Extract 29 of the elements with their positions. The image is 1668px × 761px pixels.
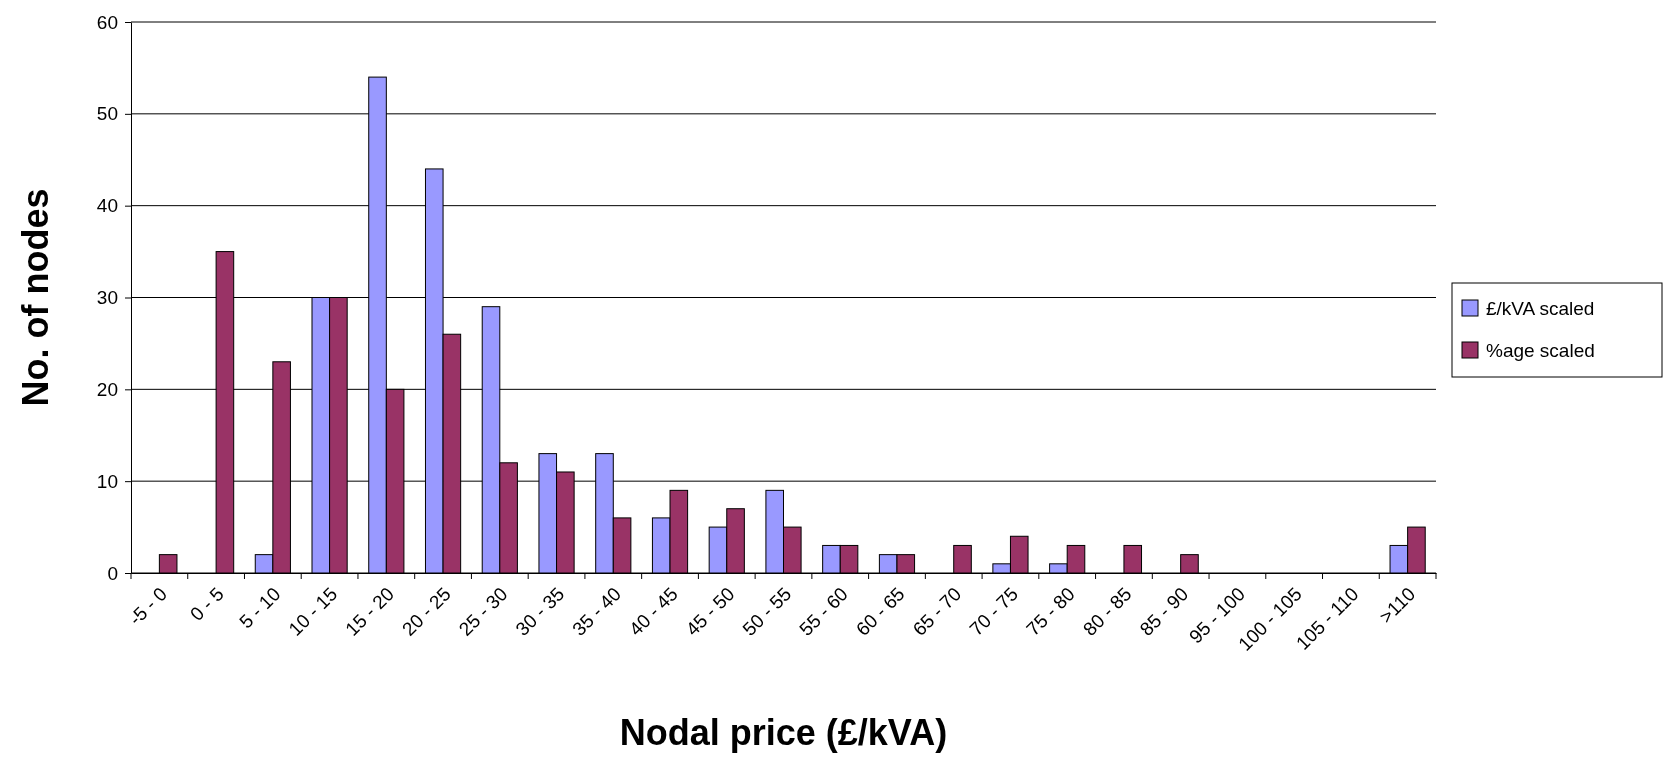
y-tick-label: 50 [96,103,118,125]
x-axis-title: Nodal price (£/kVA) [619,712,948,753]
y-tick-label: 20 [96,378,118,400]
x-tick-label: 20 - 25 [398,583,455,640]
x-tick-label: 40 - 45 [625,583,682,640]
x-tick-label: 10 - 15 [284,583,342,640]
x-tick-label: 75 - 80 [1022,583,1079,640]
x-tick-label: 50 - 55 [738,583,796,640]
x-tick-label: 65 - 70 [908,583,966,640]
x-tick-label: 15 - 20 [341,583,398,640]
x-tick-label: 30 - 35 [511,583,569,640]
legend-label: %age scaled [1486,340,1595,361]
y-tick-label: 0 [107,562,118,584]
x-tick-label: 55 - 60 [795,583,852,640]
x-tick-label: 35 - 40 [568,583,625,640]
x-tick-label: 0 - 5 [186,583,228,625]
x-tick-label: 80 - 85 [1078,583,1136,640]
y-tick-label: 40 [96,195,118,217]
x-tick-label: -5 - 0 [124,583,172,630]
x-tick-label: 25 - 30 [454,583,512,640]
x-tick-label: 70 - 75 [965,583,1023,640]
y-axis-title: No. of nodes [15,188,56,407]
y-tick-label: 60 [96,11,118,33]
y-tick-label: 30 [96,287,118,309]
legend-label: £/kVA scaled [1486,298,1595,319]
y-tick-label: 10 [96,470,118,492]
x-tick-label: 45 - 50 [681,583,739,640]
x-tick-label: 5 - 10 [235,583,285,633]
x-tick-label: 60 - 65 [851,583,909,640]
